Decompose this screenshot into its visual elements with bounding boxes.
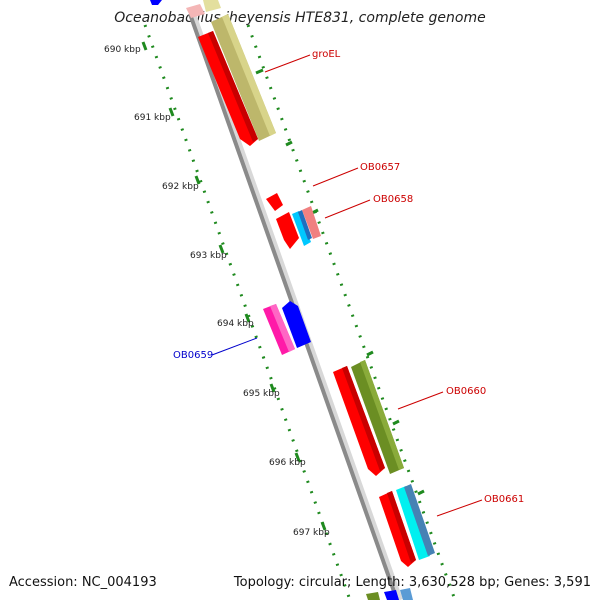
major-ticks-right: [255, 68, 425, 496]
gene-label-ob0658[interactable]: OB0658: [373, 194, 413, 205]
genome-summary-text: Topology: circular; Length: 3,630,528 bp…: [233, 575, 591, 590]
major-ticks: [141, 41, 327, 531]
gene-ob0661-red-shade[interactable]: [387, 491, 416, 563]
gene-label-ob0659[interactable]: OB0659: [173, 350, 213, 361]
gene-ob0658-blue[interactable]: [298, 210, 312, 240]
tick-label-692: 692 kbp: [162, 182, 199, 192]
map-title: Oceanobacillus iheyensis HTE831, complet…: [114, 10, 486, 26]
gene-label-ob0660[interactable]: OB0660: [446, 386, 486, 397]
gene-feature-top-pink[interactable]: [186, 4, 205, 18]
gene-ob0659-blue[interactable]: [282, 301, 311, 348]
gene-ob0660-olive-shade[interactable]: [360, 360, 404, 470]
gene-feature-top-khaki[interactable]: [203, 0, 221, 12]
gene-ob0658-red[interactable]: [276, 212, 299, 249]
gene-label-ob0661[interactable]: OB0661: [484, 494, 524, 505]
gene-feature-bottom-steel[interactable]: [400, 588, 413, 600]
tick-label-695: 695 kbp: [243, 389, 280, 399]
gene-ob0659-magenta-shade[interactable]: [270, 304, 295, 352]
gene-label-groel[interactable]: groEL: [312, 49, 341, 60]
tick-label-693: 693 kbp: [190, 251, 227, 261]
gene-feature-top-blue[interactable]: [150, 0, 162, 5]
gene-ob0661-cyan[interactable]: [396, 486, 430, 560]
gene-feature-bottom-olive[interactable]: [366, 592, 380, 600]
leader-lines: [211, 54, 483, 517]
gene-feature-bottom-blue[interactable]: [384, 590, 399, 600]
gene-label-ob0657[interactable]: OB0657: [360, 162, 400, 173]
tick-label-691: 691 kbp: [134, 113, 171, 123]
gene-ob0658-pink[interactable]: [302, 206, 321, 239]
tick-label-694: 694 kbp: [217, 319, 254, 329]
accession-text: Accession: NC_004193: [9, 575, 157, 590]
gene-khaki-band-shade[interactable]: [222, 14, 276, 136]
gene-ob0660-red-shade[interactable]: [342, 366, 385, 471]
gene-ob0657[interactable]: [266, 193, 283, 211]
gene-ob0661-steel[interactable]: [404, 484, 435, 556]
gene-groel-highlight[interactable]: [208, 31, 258, 142]
tick-label-696: 696 kbp: [269, 458, 306, 468]
gene-ob0658-cyan[interactable]: [292, 211, 311, 246]
tick-label-690: 690 kbp: [104, 45, 141, 55]
tick-label-697: 697 kbp: [293, 528, 330, 538]
